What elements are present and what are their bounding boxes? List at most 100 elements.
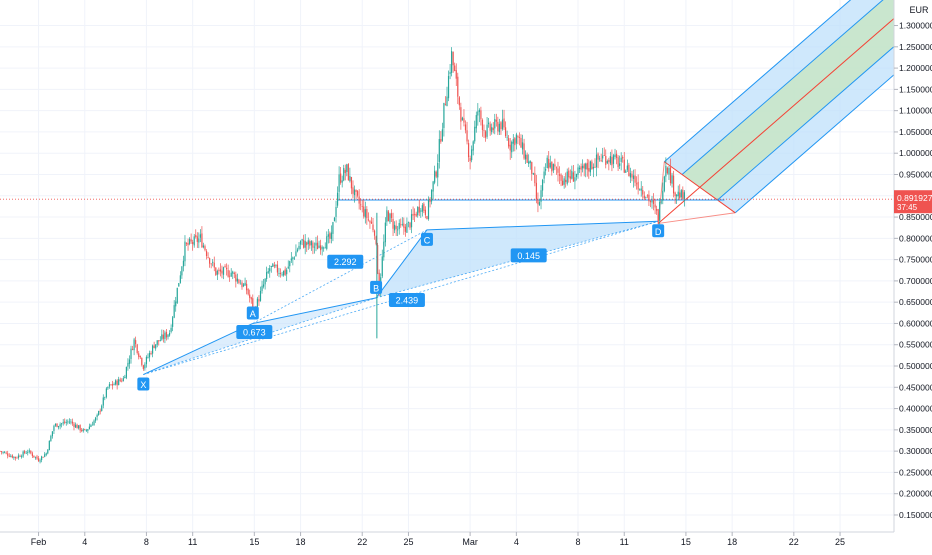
candle-body — [81, 429, 83, 431]
pitchfork-tool[interactable] — [657, 0, 895, 224]
price-axis-background — [894, 0, 932, 550]
pitchfork-line[interactable] — [717, 46, 895, 201]
candle-body — [398, 222, 400, 230]
pattern-point-badge[interactable] — [652, 224, 665, 238]
candle-body — [136, 344, 138, 353]
candle-body — [424, 209, 427, 216]
candle-body — [672, 175, 675, 194]
pattern-point-badge[interactable] — [137, 377, 150, 391]
candle-body — [626, 165, 628, 170]
candle-body — [671, 175, 673, 184]
candle-body — [279, 272, 282, 274]
price-tick-label: 1.150000 — [899, 84, 932, 94]
candle-body — [475, 115, 477, 129]
pattern-leg[interactable] — [426, 220, 659, 231]
candle-body — [568, 170, 570, 178]
candle-body — [538, 202, 541, 206]
pattern-ratio-label: 0.145 — [517, 251, 540, 261]
price-tick-label: 0.700000 — [899, 276, 932, 286]
candle-body — [320, 245, 322, 251]
candle-body — [225, 267, 228, 270]
candle-body — [333, 217, 336, 222]
pattern-ratio-badge[interactable] — [510, 248, 547, 263]
pattern-ratio-badge[interactable] — [236, 324, 273, 339]
candle-body — [148, 352, 151, 358]
candle-body — [466, 130, 468, 142]
candle-body — [196, 236, 198, 242]
candle-body — [372, 224, 374, 231]
price-axis[interactable]: 0.150000 0.200000 0.250000 0.300000 0.350000… — [893, 0, 932, 550]
pattern-labels[interactable]: X A B C D 0.673 2.292 2.439 0.145 — [137, 224, 665, 391]
candle-body — [562, 180, 564, 186]
candle-body — [252, 298, 254, 309]
candle-body — [677, 191, 679, 197]
candle-body — [272, 263, 274, 267]
candle-body — [420, 210, 422, 212]
price-tick-label: 0.150000 — [899, 510, 932, 520]
price-tick-label: 0.250000 — [899, 467, 932, 477]
candle-body — [292, 257, 294, 260]
candle-body — [435, 171, 437, 177]
pitchfork-handle-line[interactable] — [664, 161, 736, 214]
price-tick-label: 0.800000 — [899, 233, 932, 243]
candle-body — [116, 380, 118, 386]
candle-body — [258, 299, 260, 302]
pattern-point-badge[interactable] — [370, 280, 383, 294]
candle-body — [161, 334, 163, 340]
candle-body — [201, 233, 203, 248]
candle-body — [344, 169, 346, 174]
pattern-ratio-badge[interactable] — [327, 254, 364, 269]
price-tick-label: 0.950000 — [899, 169, 932, 179]
candle-body — [233, 272, 235, 274]
candle-body — [259, 290, 262, 301]
candle-body — [309, 241, 311, 246]
candle-body — [349, 175, 351, 182]
candle-body — [147, 357, 149, 358]
pattern-leg[interactable] — [143, 323, 253, 375]
candle-body — [484, 131, 487, 138]
pitchfork-line[interactable] — [664, 0, 894, 163]
currency-label: EUR — [909, 5, 929, 15]
candle-body — [373, 230, 376, 236]
candle-body — [65, 422, 67, 424]
candle-body — [574, 177, 576, 182]
pattern-triangle-xab — [143, 297, 377, 375]
candle-body — [383, 241, 385, 258]
candle-body — [332, 222, 334, 234]
candle-body — [656, 209, 658, 211]
candle-body — [104, 397, 106, 399]
pattern-point-badge[interactable] — [420, 232, 433, 246]
candle-body — [338, 174, 340, 192]
candle-body — [178, 283, 180, 287]
candle-body — [521, 142, 524, 150]
time-axis[interactable]: Feb 4 8 11 15 18 22 25 Mar 4 8 11 15 18 22 25 — [0, 531, 894, 550]
candle-body — [444, 104, 447, 106]
candle-body — [190, 239, 192, 242]
candle-body — [361, 205, 363, 207]
candle-body — [407, 221, 410, 223]
candle-body — [528, 161, 530, 164]
candle-body — [492, 127, 494, 131]
candle-body — [608, 159, 610, 162]
pitchfork-median-line[interactable] — [657, 18, 895, 224]
candle-body — [438, 138, 440, 162]
pattern-leg[interactable] — [375, 229, 428, 299]
candle-body — [113, 384, 115, 386]
candle-body — [59, 424, 61, 427]
pitchfork-handle-line[interactable] — [658, 212, 736, 224]
candle-body — [267, 271, 269, 273]
candle-body — [145, 356, 148, 365]
candle-body — [426, 216, 428, 220]
pattern-leg[interactable] — [252, 297, 377, 324]
pattern-ratio-badge[interactable] — [388, 293, 425, 308]
pattern-point-badge[interactable] — [246, 306, 259, 320]
candle-body — [24, 451, 26, 454]
pitchfork-line[interactable] — [681, 0, 894, 175]
candle-body — [623, 159, 625, 173]
candle-body — [389, 213, 391, 223]
candle-body — [118, 379, 120, 386]
pitchfork-line[interactable] — [734, 74, 895, 214]
